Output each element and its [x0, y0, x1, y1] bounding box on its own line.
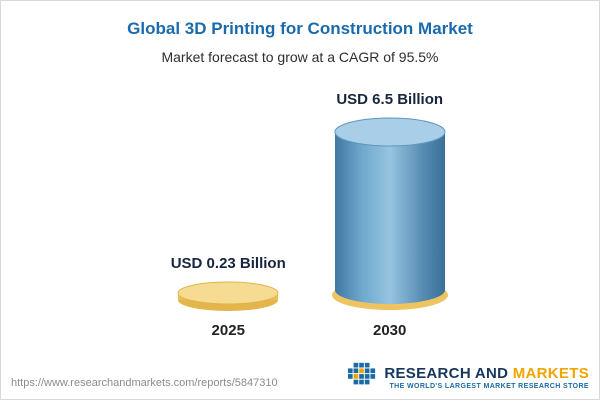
- cylinder-2025: [177, 281, 279, 311]
- bar-2025: USD 0.23 Billion 2025: [153, 255, 303, 339]
- bar-value-label-2025: USD 0.23 Billion: [170, 255, 286, 272]
- bar-2030: USD 6.5 Billion 2030: [315, 91, 465, 339]
- footer: https://www.researchandmarkets.com/repor…: [1, 362, 599, 393]
- brand-icon: [347, 362, 377, 393]
- bar-value-label-2030: USD 6.5 Billion: [336, 91, 444, 108]
- brand-logo[interactable]: RESEARCH AND MARKETS THE WORLD'S LARGEST…: [347, 362, 589, 393]
- brand-text: RESEARCH AND MARKETS THE WORLD'S LARGEST…: [384, 365, 589, 390]
- cylinder-bar-chart: USD 0.23 Billion 2025 USD 6.5 Billion 203…: [1, 87, 599, 339]
- bar-category-label-2030: 2030: [373, 322, 407, 339]
- brand-tagline: THE WORLD'S LARGEST MARKET RESEARCH STOR…: [389, 383, 589, 390]
- brand-name: RESEARCH AND MARKETS: [384, 365, 589, 382]
- chart-title: Global 3D Printing for Construction Mark…: [127, 19, 473, 38]
- bar-category-label-2025: 2025: [211, 322, 245, 339]
- report-url[interactable]: https://www.researchandmarkets.com/repor…: [11, 377, 278, 389]
- chart-subtitle: Market forecast to grow at a CAGR of 95.…: [161, 49, 439, 65]
- cylinder-2030: [331, 117, 448, 310]
